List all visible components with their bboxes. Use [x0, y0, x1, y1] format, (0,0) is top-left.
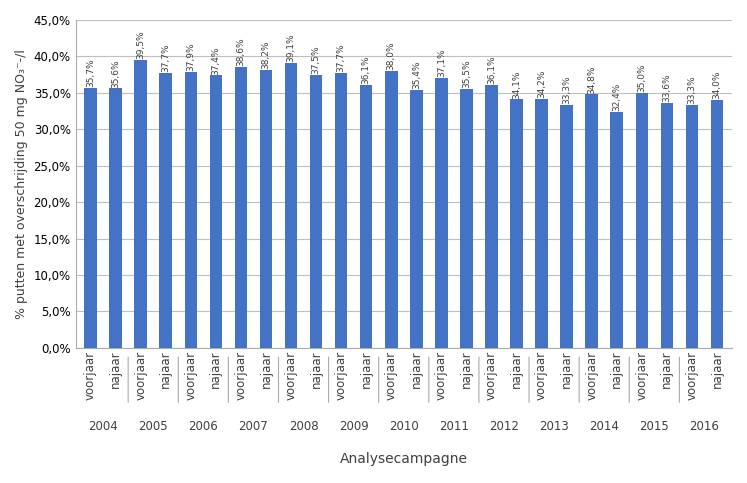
Text: 2011: 2011: [439, 420, 469, 433]
Text: 37,7%: 37,7%: [337, 44, 346, 72]
Bar: [235, 67, 247, 348]
Bar: [84, 88, 97, 348]
Bar: [159, 73, 172, 348]
Bar: [460, 89, 473, 348]
Bar: [486, 85, 498, 348]
Text: 2016: 2016: [689, 420, 719, 433]
Text: 2012: 2012: [489, 420, 519, 433]
Text: 39,5%: 39,5%: [136, 31, 145, 59]
Bar: [435, 78, 447, 348]
Bar: [536, 99, 548, 348]
Text: 38,6%: 38,6%: [236, 37, 246, 66]
Text: 33,3%: 33,3%: [562, 76, 571, 104]
Bar: [310, 75, 323, 348]
Text: 38,0%: 38,0%: [387, 42, 396, 70]
Bar: [686, 105, 698, 348]
Text: 39,1%: 39,1%: [287, 34, 296, 62]
Text: 32,4%: 32,4%: [613, 83, 622, 111]
Text: 36,1%: 36,1%: [487, 56, 496, 84]
Bar: [660, 103, 673, 348]
Text: 34,2%: 34,2%: [537, 70, 546, 98]
Text: 33,6%: 33,6%: [663, 74, 672, 102]
Text: 37,5%: 37,5%: [311, 45, 320, 74]
Bar: [586, 94, 598, 348]
Text: 33,3%: 33,3%: [687, 76, 696, 104]
X-axis label: Analysecampagne: Analysecampagne: [340, 453, 468, 467]
Text: 2004: 2004: [88, 420, 118, 433]
Text: 35,5%: 35,5%: [462, 60, 471, 88]
Text: 37,4%: 37,4%: [211, 46, 220, 75]
Bar: [260, 70, 272, 348]
Bar: [385, 71, 397, 348]
Text: 36,1%: 36,1%: [362, 56, 371, 84]
Bar: [134, 60, 147, 348]
Text: 2010: 2010: [389, 420, 418, 433]
Text: 35,6%: 35,6%: [111, 59, 120, 88]
Bar: [109, 88, 122, 348]
Text: 34,1%: 34,1%: [512, 70, 521, 99]
Bar: [185, 71, 197, 348]
Text: 37,9%: 37,9%: [186, 43, 195, 71]
Bar: [636, 93, 648, 348]
Text: 37,7%: 37,7%: [161, 44, 170, 72]
Bar: [210, 75, 222, 348]
Text: 35,4%: 35,4%: [412, 61, 421, 89]
Text: 2015: 2015: [639, 420, 669, 433]
Text: 37,1%: 37,1%: [437, 48, 446, 77]
Text: 2009: 2009: [339, 420, 368, 433]
Bar: [410, 90, 423, 348]
Text: 35,0%: 35,0%: [637, 63, 646, 92]
Bar: [360, 85, 373, 348]
Text: 34,0%: 34,0%: [713, 71, 722, 99]
Y-axis label: % putten met overschrijding 50 mg NO₃⁻-/l: % putten met overschrijding 50 mg NO₃⁻-/…: [15, 49, 28, 319]
Text: 2008: 2008: [289, 420, 318, 433]
Bar: [710, 100, 723, 348]
Bar: [560, 105, 573, 348]
Text: 2014: 2014: [589, 420, 619, 433]
Text: 2013: 2013: [539, 420, 569, 433]
Text: 35,7%: 35,7%: [86, 58, 95, 87]
Text: 2005: 2005: [138, 420, 168, 433]
Bar: [610, 112, 623, 348]
Bar: [285, 63, 297, 348]
Text: 38,2%: 38,2%: [261, 40, 270, 69]
Text: 2006: 2006: [188, 420, 218, 433]
Bar: [335, 73, 347, 348]
Text: 34,8%: 34,8%: [587, 65, 596, 94]
Text: 2007: 2007: [238, 420, 268, 433]
Bar: [510, 99, 523, 348]
